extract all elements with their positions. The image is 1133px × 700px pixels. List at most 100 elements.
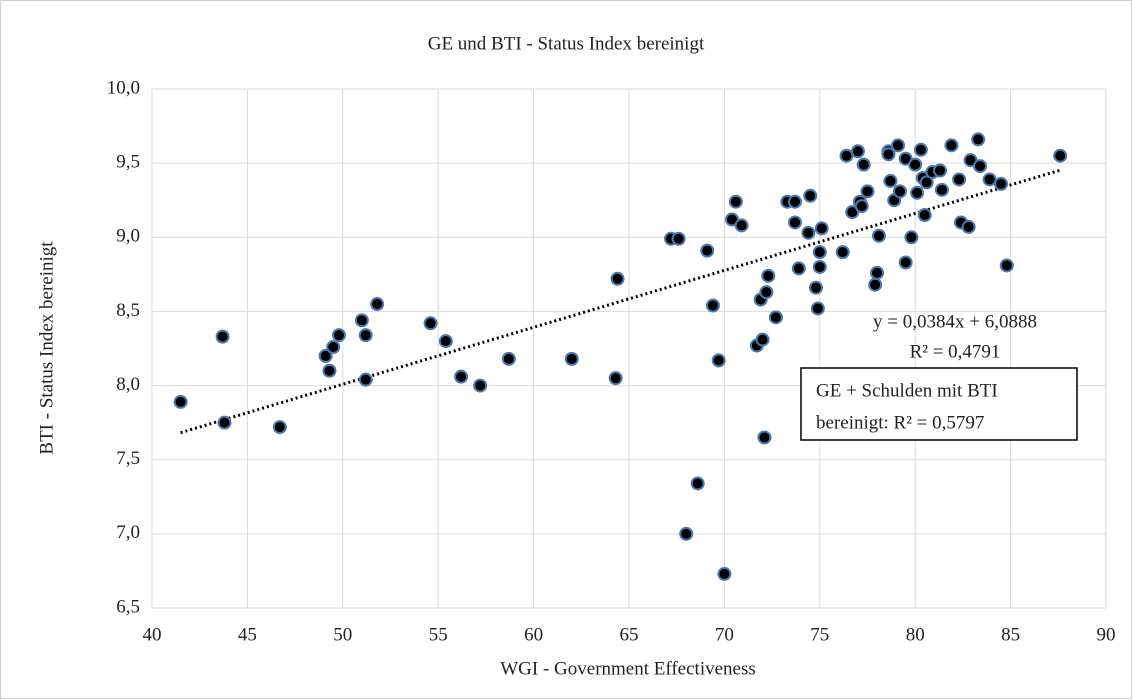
data-point [919, 175, 934, 190]
data-point [814, 221, 829, 236]
x-tick-label: 45 [238, 624, 257, 645]
data-point [705, 298, 720, 313]
y-tick-label: 6,5 [116, 596, 140, 617]
y-tick-label: 10,0 [107, 77, 140, 98]
data-point [679, 526, 694, 541]
data-point [358, 372, 373, 387]
data-point [854, 199, 869, 214]
data-point [1053, 148, 1068, 163]
data-point [761, 268, 776, 283]
data-point [904, 230, 919, 245]
data-point [711, 353, 726, 368]
x-tick-label: 90 [1097, 624, 1116, 645]
data-point [354, 313, 369, 328]
points [173, 132, 1068, 581]
trend-r-squared: R² = 0,4791 [910, 341, 1001, 362]
x-axis-title: WGI - Government Effectiveness [500, 658, 756, 679]
data-point [934, 182, 949, 197]
x-tick-label: 70 [715, 624, 734, 645]
data-point [322, 363, 337, 378]
x-tick-label: 85 [1001, 624, 1020, 645]
data-point [358, 328, 373, 343]
data-point [971, 132, 986, 147]
data-point [891, 138, 906, 153]
data-point [850, 144, 865, 159]
data-point [272, 420, 287, 435]
data-point [933, 163, 948, 178]
data-point [812, 259, 827, 274]
data-point [944, 138, 959, 153]
data-point [787, 215, 802, 230]
data-point [734, 218, 749, 233]
data-point [961, 219, 976, 234]
trend-equation: y = 0,0384x + 6,0888 [873, 311, 1037, 332]
y-tick-label: 7,0 [116, 522, 140, 543]
y-tick-label: 9,5 [116, 152, 140, 173]
data-point [982, 172, 997, 187]
data-point [757, 430, 772, 445]
annotation-line: bereinigt: R² = 0,5797 [816, 412, 984, 433]
data-point [868, 277, 883, 292]
data-point [728, 194, 743, 209]
data-point [839, 148, 854, 163]
data-point [423, 316, 438, 331]
data-point [608, 371, 623, 386]
data-point [871, 228, 886, 243]
data-point [812, 245, 827, 260]
data-point [370, 297, 385, 312]
y-tick-label: 8,5 [116, 300, 140, 321]
data-point [671, 231, 686, 246]
data-point [454, 369, 469, 384]
data-point [564, 351, 579, 366]
data-point [910, 185, 925, 200]
data-point [810, 301, 825, 316]
data-point [801, 225, 816, 240]
data-point [768, 310, 783, 325]
x-tick-label: 55 [429, 624, 448, 645]
data-point [791, 261, 806, 276]
data-point [759, 285, 774, 300]
data-point [326, 340, 341, 355]
data-point [318, 348, 333, 363]
data-point [717, 566, 732, 581]
annotation-box [800, 367, 1078, 441]
data-point [808, 280, 823, 295]
data-point [835, 245, 850, 260]
x-tick-label: 50 [333, 624, 352, 645]
y-tick-label: 8,0 [116, 374, 140, 395]
data-point [700, 243, 715, 258]
x-tick-label: 80 [906, 624, 925, 645]
x-tick-label: 60 [524, 624, 543, 645]
data-point [883, 173, 898, 188]
data-point [690, 476, 705, 491]
data-point [999, 258, 1014, 273]
data-point [803, 188, 818, 203]
data-point [908, 157, 923, 172]
data-point [870, 265, 885, 280]
data-point [610, 271, 625, 286]
x-tick-label: 40 [143, 624, 162, 645]
data-point [973, 159, 988, 174]
data-point [994, 176, 1009, 191]
y-tick-label: 9,0 [116, 226, 140, 247]
data-point [438, 334, 453, 349]
data-point [860, 184, 875, 199]
data-point [217, 415, 232, 430]
data-point [892, 184, 907, 199]
data-point [898, 255, 913, 270]
x-tick-label: 65 [620, 624, 639, 645]
data-point [787, 194, 802, 209]
data-point [331, 328, 346, 343]
annotation-line: GE + Schulden mit BTI [816, 380, 998, 401]
data-point [917, 208, 932, 223]
data-point [856, 157, 871, 172]
data-point [173, 394, 188, 409]
data-point [501, 351, 516, 366]
x-tick-label: 75 [810, 624, 829, 645]
chart-title: GE und BTI - Status Index bereinigt [428, 33, 705, 54]
data-point [952, 172, 967, 187]
data-point [215, 329, 230, 344]
data-point [881, 147, 896, 162]
